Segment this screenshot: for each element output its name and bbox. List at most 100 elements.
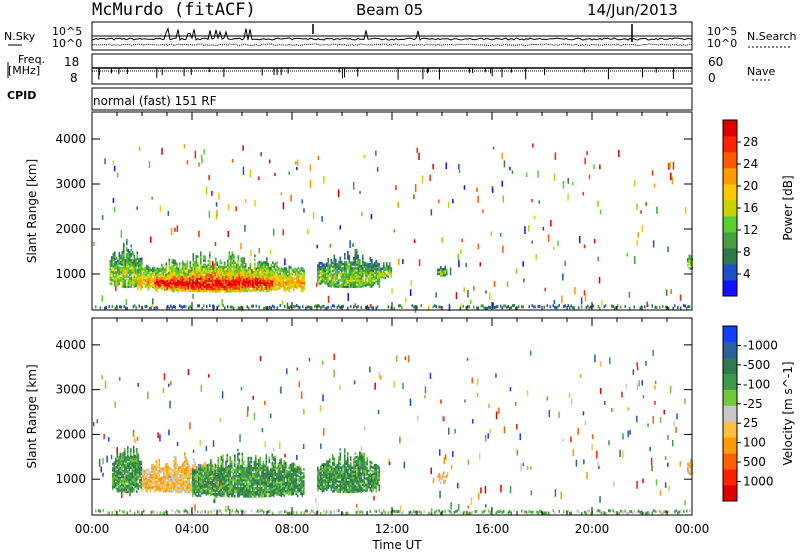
velocity-echo-cell (184, 474, 186, 478)
velocity-echo-cell (167, 481, 170, 485)
power-echo-cell (377, 272, 379, 275)
power-ground-scatter (368, 306, 370, 310)
velocity-ground-scatter (317, 510, 319, 514)
power-echo-cell (351, 267, 354, 270)
velocity-speckle (470, 497, 473, 505)
power-echo-cell (204, 263, 207, 267)
power-echo-cell (178, 275, 181, 279)
velocity-echo-cell (131, 484, 134, 487)
power-echo-cell (249, 273, 251, 276)
power-echo-cell (252, 287, 255, 290)
power-echo-cell (317, 278, 319, 282)
power-echo-cell (356, 279, 358, 282)
velocity-echo-cell (145, 487, 147, 490)
power-echo-cell (690, 267, 692, 270)
power-echo-cell (250, 273, 253, 276)
power-echo-cell (287, 284, 289, 287)
velocity-ground-scatter (641, 509, 643, 513)
power-echo-cell (213, 289, 216, 293)
power-echo-cell (177, 275, 179, 279)
velocity-echo-cell (161, 481, 164, 485)
power-echo-cell (140, 281, 142, 285)
power-ground-scatter (330, 306, 332, 310)
velocity-echo-cell (148, 486, 150, 490)
power-echo-cell (225, 269, 227, 272)
power-echo-cell (183, 279, 185, 283)
velocity-echo-cell (113, 473, 116, 477)
power-echo-cell (114, 253, 116, 257)
power-echo-cell (133, 267, 136, 270)
power-echo-cell (129, 275, 131, 278)
velocity-speckle (273, 448, 275, 452)
velocity-ground-scatter (122, 510, 124, 513)
power-echo-cell (210, 279, 212, 283)
power-echo-cell (173, 259, 175, 262)
power-speckle (586, 151, 588, 155)
power-echo-cell (368, 263, 370, 266)
power-echo-cell (324, 277, 327, 281)
power-echo-cell (233, 259, 235, 262)
power-echo-cell (183, 283, 185, 287)
power-echo-cell (290, 282, 292, 286)
power-echo-cell (165, 281, 167, 285)
power-echo-cell (256, 287, 259, 290)
power-echo-cell (246, 277, 248, 280)
velocity-echo-cell (148, 468, 150, 472)
velocity-speckle (500, 484, 502, 493)
power-echo-cell (357, 254, 360, 258)
velocity-echo-cell (140, 460, 143, 464)
power-echo-cell (327, 266, 330, 269)
velocity-ground-scatter (378, 509, 380, 513)
velocity-echo-cell (178, 490, 180, 494)
power-echo-cell (267, 269, 270, 272)
power-echo-cell (235, 285, 238, 288)
velocity-echo-cell (125, 468, 128, 471)
power-echo-cell (333, 285, 336, 288)
power-ground-scatter (255, 304, 257, 308)
power-echo-cell (162, 285, 165, 288)
velocity-ground-scatter (293, 510, 295, 514)
velocity-echo-cell (166, 489, 168, 492)
power-echo-cell (320, 268, 322, 271)
power-echo-cell (154, 279, 157, 282)
power-echo-cell (135, 260, 137, 263)
power-speckle (564, 260, 566, 266)
power-echo-cell (127, 285, 130, 289)
power-echo-cell (357, 281, 360, 284)
beam-title: Beam 05 (356, 1, 424, 19)
power-echo-cell (243, 259, 246, 262)
power-echo-cell (366, 268, 369, 272)
velocity-speckle (516, 423, 518, 430)
power-ground-scatter (684, 304, 686, 308)
velocity-speckle (636, 415, 638, 423)
power-echo-cell (132, 283, 134, 286)
power-echo-cell (147, 271, 150, 275)
velocity-echo-cell (181, 470, 183, 473)
power-echo-cell (303, 287, 306, 291)
velocity-echo-cell (118, 474, 120, 477)
power-echo-cell (384, 268, 387, 271)
velocity-ground-scatter (320, 511, 322, 515)
power-echo-cell (147, 267, 150, 271)
velocity-echo-cell (119, 480, 122, 484)
power-echo-cell (255, 282, 257, 286)
power-echo-cell (360, 271, 363, 274)
velocity-echo-cell (176, 482, 179, 485)
power-echo-cell (386, 264, 388, 267)
power-echo-cell (377, 280, 379, 283)
velocity-echo-cell (182, 478, 185, 482)
power-echo-cell (171, 276, 173, 279)
power-echo-cell (210, 269, 212, 273)
power-ground-scatter (155, 306, 157, 310)
power-speckle (409, 289, 412, 297)
velocity-ground-scatter (435, 509, 437, 513)
power-echo-cell (184, 275, 187, 278)
power-echo-cell (278, 269, 280, 272)
power-echo-cell (200, 265, 202, 269)
power-echo-cell (348, 257, 351, 260)
power-echo-cell (132, 279, 134, 282)
velocity-echo-cell (154, 473, 156, 477)
power-speckle (554, 152, 557, 160)
y-tick-label: 2000 (55, 222, 86, 236)
power-echo-cell (138, 258, 140, 261)
